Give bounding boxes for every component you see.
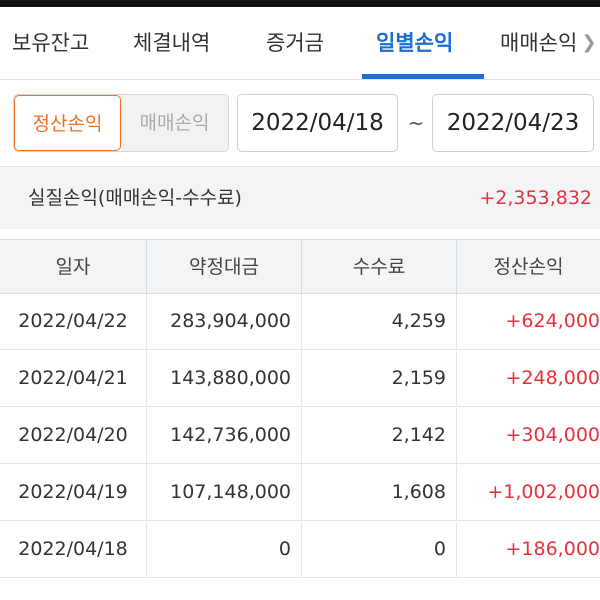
date-range-separator: ~	[407, 111, 425, 135]
cell-date: 2022/04/20	[0, 408, 147, 463]
tab-holdings[interactable]: 보유잔고	[12, 31, 90, 55]
cell-amount: 142,736,000	[147, 408, 302, 463]
cell-settle-pl: +1,002,000	[487, 481, 600, 503]
cell-date: 2022/04/22	[0, 294, 147, 349]
chevron-right-icon: ❯	[581, 32, 597, 53]
end-date-field[interactable]: 2022/04/23	[432, 94, 594, 152]
header-date: 일자	[0, 240, 147, 294]
cell-fee: 2,142	[302, 408, 457, 463]
cell-settle-pl: +304,000	[505, 424, 600, 446]
table-row[interactable]: 2022/04/19 107,148,000 1,608 +1,002,000	[0, 465, 600, 521]
cell-amount: 107,148,000	[147, 465, 302, 520]
cell-date: 2022/04/19	[0, 465, 147, 520]
cell-settle-pl: +186,000	[505, 538, 600, 560]
table-row[interactable]: 2022/04/18 0 0 +186,000	[0, 522, 600, 578]
net-pl-value: +2,353,832	[479, 187, 592, 209]
cell-amount: 143,880,000	[147, 351, 302, 406]
cell-date: 2022/04/18	[0, 522, 147, 577]
net-pl-label: 실질손익(매매손익-수수료)	[28, 187, 242, 209]
tab-margin[interactable]: 증거금	[266, 31, 324, 55]
tab-daily-pl[interactable]: 일별손익	[376, 31, 454, 55]
tab-scroll-right[interactable]: ❯	[578, 25, 600, 61]
trade-pl-toggle[interactable]: 매매손익	[121, 95, 228, 151]
table-header: 일자 약정대금 수수료 정산손익	[0, 240, 600, 294]
header-settle-pl: 정산손익	[493, 256, 564, 278]
table-row[interactable]: 2022/04/22 283,904,000 4,259 +624,000	[0, 294, 600, 350]
tab-bar: 보유잔고 체결내역 증거금 일별손익 매매손익 ❯	[0, 7, 600, 80]
header-amount: 약정대금	[147, 240, 302, 294]
cell-fee: 2,159	[302, 351, 457, 406]
daily-pl-table: 일자 약정대금 수수료 정산손익 2022/04/22 283,904,000 …	[0, 239, 600, 578]
active-tab-indicator	[362, 74, 484, 79]
net-pl-summary: 실질손익(매매손익-수수료) +2,353,832	[0, 166, 600, 229]
settle-pl-toggle[interactable]: 정산손익	[14, 95, 121, 151]
section-gap	[0, 229, 600, 239]
tab-trade-pl[interactable]: 매매손익	[500, 31, 578, 55]
cell-amount: 0	[147, 522, 302, 577]
table-row[interactable]: 2022/04/20 142,736,000 2,142 +304,000	[0, 408, 600, 464]
status-bar	[0, 0, 600, 7]
cell-date: 2022/04/21	[0, 351, 147, 406]
header-fee: 수수료	[302, 240, 457, 294]
cell-fee: 1,608	[302, 465, 457, 520]
tab-executions[interactable]: 체결내역	[133, 31, 211, 55]
start-date-field[interactable]: 2022/04/18	[237, 94, 398, 152]
cell-amount: 283,904,000	[147, 294, 302, 349]
cell-settle-pl: +248,000	[505, 367, 600, 389]
cell-fee: 4,259	[302, 294, 457, 349]
cell-fee: 0	[302, 522, 457, 577]
table-row[interactable]: 2022/04/21 143,880,000 2,159 +248,000	[0, 351, 600, 407]
pl-type-toggle: 매매손익 정산손익	[13, 94, 229, 152]
filter-bar: 매매손익 정산손익 2022/04/18 ~ 2022/04/23	[0, 80, 600, 166]
cell-settle-pl: +624,000	[505, 310, 600, 332]
